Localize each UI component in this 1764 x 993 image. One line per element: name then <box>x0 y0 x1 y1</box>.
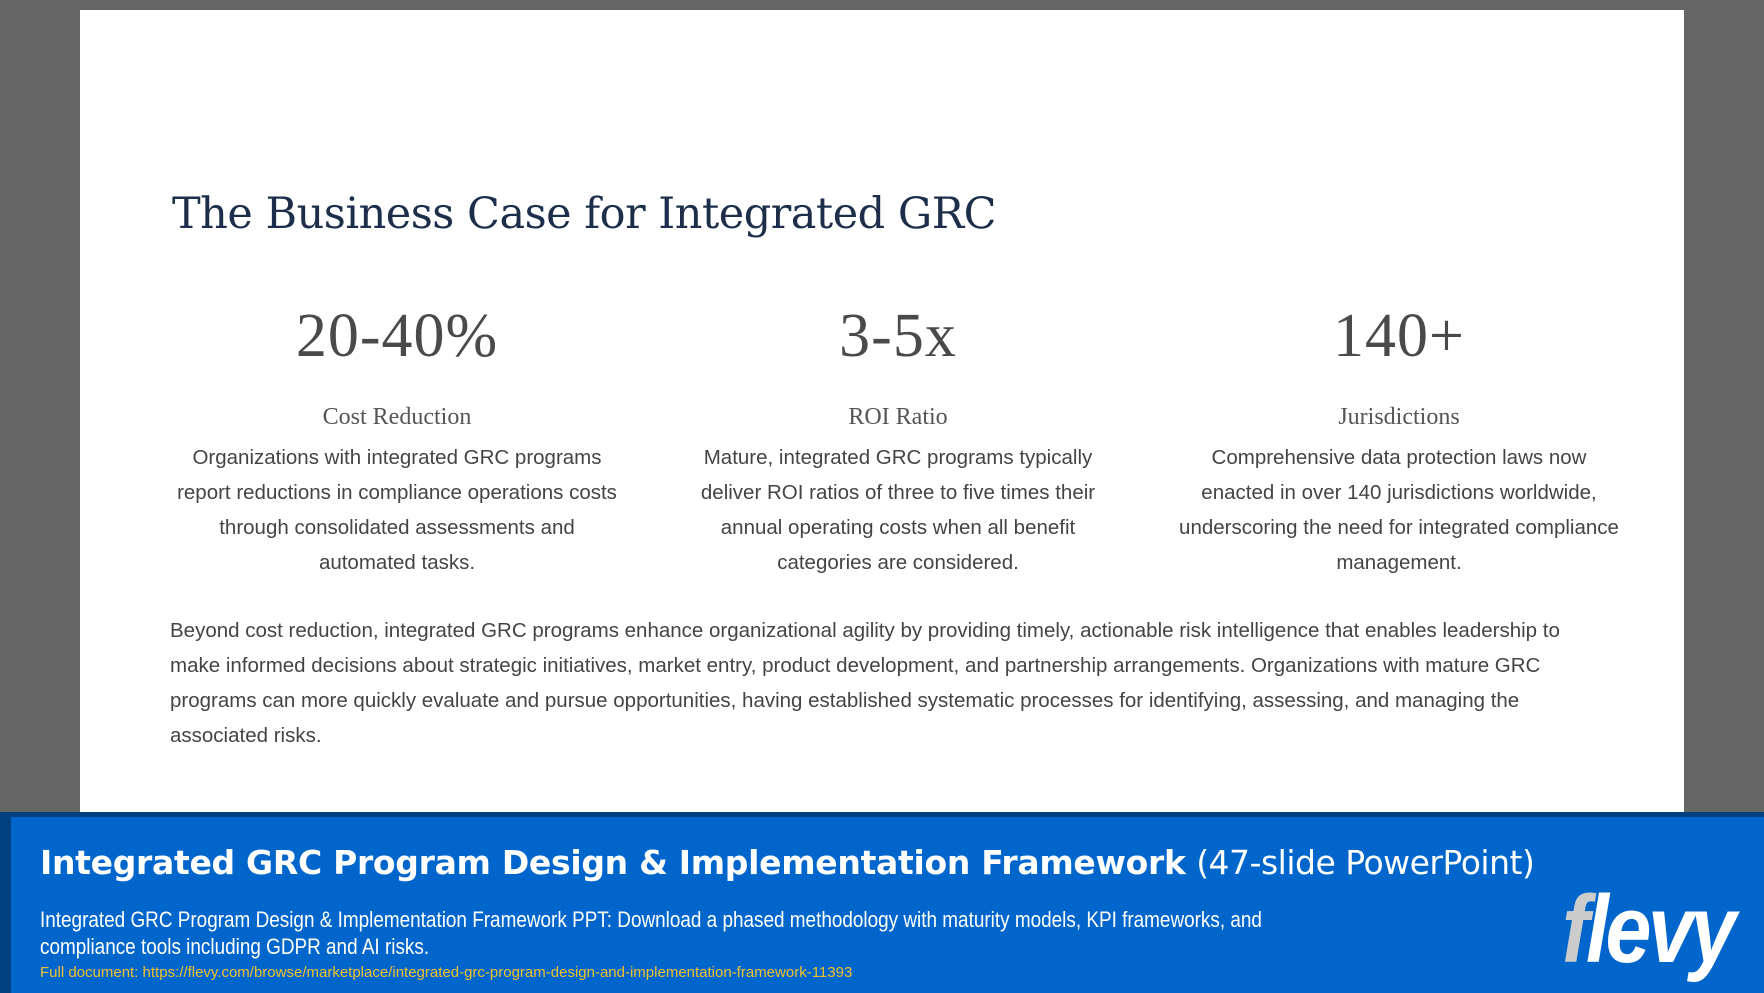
stat-value: 3-5x <box>839 302 957 370</box>
stat-value: 20-40% <box>295 302 499 370</box>
banner-panel: Integrated GRC Program Design & Implemen… <box>11 817 1764 993</box>
stat-jurisdictions: 140+ Jurisdictions Comprehensive data pr… <box>1174 300 1624 580</box>
product-banner: Integrated GRC Program Design & Implemen… <box>0 812 1764 993</box>
stat-label: Jurisdictions <box>1338 404 1460 430</box>
banner-title-main: Integrated GRC Program Design & Implemen… <box>40 843 1186 882</box>
stat-value: 140+ <box>1333 302 1465 370</box>
slide-title: The Business Case for Integrated GRC <box>172 189 996 239</box>
stat-roi-ratio: 3-5x ROI Ratio Mature, integrated GRC pr… <box>673 300 1123 580</box>
banner-title-suffix: (47-slide PowerPoint) <box>1196 843 1535 882</box>
stat-label: Cost Reduction <box>322 404 472 430</box>
full-document-link[interactable]: Full document: https://flevy.com/browse/… <box>40 964 853 981</box>
stat-description: Comprehensive data protection laws now e… <box>1179 446 1619 574</box>
stat-label: ROI Ratio <box>848 404 948 430</box>
flevy-logo[interactable]: flevy <box>1562 882 1736 978</box>
stats-row: 20-40% Cost Reduction Organizations with… <box>172 300 1624 580</box>
stat-description: Organizations with integrated GRC progra… <box>177 446 617 574</box>
logo-rest: levy <box>1586 876 1736 983</box>
banner-description: Integrated GRC Program Design & Implemen… <box>40 907 1262 959</box>
stat-cost-reduction: 20-40% Cost Reduction Organizations with… <box>172 300 622 580</box>
stat-description: Mature, integrated GRC programs typicall… <box>700 446 1096 574</box>
body-paragraph: Beyond cost reduction, integrated GRC pr… <box>170 619 1560 747</box>
logo-f: f <box>1562 876 1589 983</box>
slide: The Business Case for Integrated GRC 20-… <box>80 10 1684 812</box>
banner-title: Integrated GRC Program Design & Implemen… <box>40 843 1535 883</box>
